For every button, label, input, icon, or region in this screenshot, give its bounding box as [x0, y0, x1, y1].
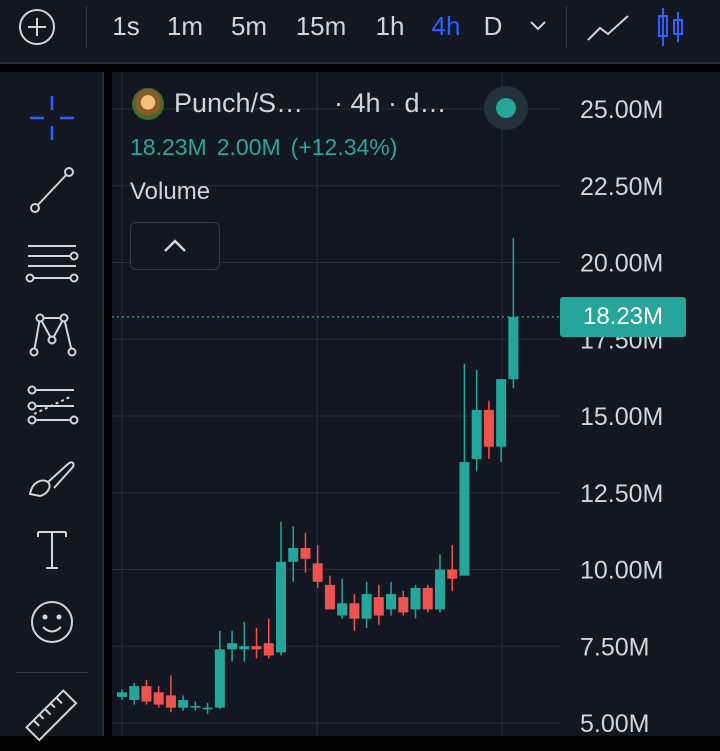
candle-body	[459, 462, 470, 576]
candle-body	[288, 548, 299, 562]
candle-body	[312, 563, 323, 582]
interval-15m[interactable]: 15m	[295, 11, 347, 41]
candle-body	[398, 597, 409, 613]
chart-type-line-button[interactable]	[584, 8, 634, 48]
line-chart-icon	[587, 15, 629, 41]
horizontal-lines-tool[interactable]	[22, 232, 82, 292]
candle-body	[263, 643, 274, 656]
candle-body	[227, 643, 238, 650]
candle-body	[117, 692, 127, 697]
candle-body	[165, 695, 176, 708]
intervals-dropdown[interactable]	[526, 14, 550, 38]
pattern-icon	[29, 313, 77, 357]
candle-body	[300, 548, 311, 559]
chevron-up-icon	[164, 239, 186, 252]
interval-1h[interactable]: 1h	[375, 11, 405, 41]
y-tick-label: 15.00M	[580, 403, 663, 431]
fib-retracement-tool[interactable]	[22, 376, 82, 436]
market-status[interactable]	[484, 86, 528, 130]
plus-circle-icon	[19, 9, 55, 45]
chart-type-candles-button[interactable]	[654, 4, 688, 50]
current-price-label: 18.23M	[560, 296, 686, 337]
candle-body	[337, 603, 348, 616]
candle-body	[447, 569, 458, 579]
interval-4h[interactable]: 4h	[431, 11, 461, 41]
candle-body	[239, 646, 250, 650]
brush-tool[interactable]	[22, 448, 82, 508]
crosshair-tool[interactable]	[22, 88, 82, 148]
y-tick-label: 20.00M	[580, 250, 663, 278]
indicator-label[interactable]: Volume	[130, 178, 211, 205]
emoji-icon	[31, 601, 73, 643]
legend-change: 2.00M	[216, 134, 281, 160]
legend-change-pct: (+12.34%)	[290, 134, 398, 160]
toolbar-divider	[566, 6, 567, 48]
y-tick-label: 7.50M	[580, 633, 649, 661]
interval-1m[interactable]: 1m	[166, 11, 204, 41]
legend-values: 18.23M 2.00M (+12.34%)	[130, 134, 407, 161]
candle-body	[178, 699, 189, 708]
candle-body	[141, 686, 152, 702]
symbol-name[interactable]: Punch/S…	[174, 88, 304, 118]
top-toolbar: 1s 1m 5m 15m 1h 4h D	[0, 0, 720, 64]
candle-body	[373, 597, 384, 616]
volume-chart[interactable]: 25.00M22.50M20.00M17.50M15.00M12.50M10.0…	[112, 72, 720, 736]
interval-5m[interactable]: 5m	[230, 11, 268, 41]
candle-body	[508, 316, 519, 380]
crosshair-icon	[30, 96, 74, 140]
y-tick-label: 5.00M	[580, 710, 649, 736]
pattern-tool[interactable]	[22, 304, 82, 364]
y-tick-label: 10.00M	[580, 557, 663, 585]
trend-line-icon	[30, 167, 74, 213]
y-tick-label: 22.50M	[580, 173, 663, 201]
candle-body	[324, 584, 335, 610]
horizontal-lines-icon	[25, 245, 79, 283]
chevron-down-icon	[530, 21, 546, 31]
ruler-tool[interactable]	[22, 686, 82, 746]
candle-body	[349, 603, 360, 619]
candle-body	[153, 692, 164, 705]
token-avatar	[132, 88, 164, 120]
collapse-legend-button[interactable]	[130, 222, 220, 270]
candle-body	[422, 587, 433, 610]
candle-body	[214, 649, 225, 708]
status-dot-icon	[496, 98, 516, 118]
candle-body	[496, 379, 507, 447]
candle-body	[483, 409, 494, 447]
y-tick-label: 25.00M	[580, 96, 663, 124]
candle-body	[410, 587, 421, 610]
candlestick-icon	[658, 8, 683, 46]
sidebar-divider	[16, 672, 88, 673]
trend-line-tool[interactable]	[22, 160, 82, 220]
drawing-tools-sidebar	[0, 72, 104, 742]
brush-icon	[28, 461, 75, 498]
candle-body	[434, 569, 445, 610]
interval-1s[interactable]: 1s	[112, 11, 140, 41]
candle-body	[190, 706, 201, 708]
legend-last-value: 18.23M	[130, 134, 207, 160]
text-tool[interactable]	[22, 520, 82, 580]
candle-body	[129, 686, 140, 700]
symbol-meta: · 4h · d…	[334, 88, 447, 118]
fib-retracement-icon	[27, 385, 79, 425]
y-tick-label: 12.50M	[580, 480, 663, 508]
candle-body	[275, 561, 286, 653]
candle-body	[202, 707, 213, 710]
toolbar-divider	[86, 6, 87, 48]
text-icon	[37, 531, 67, 569]
candle-body	[251, 646, 262, 650]
add-symbol-button[interactable]	[18, 8, 56, 46]
interval-d[interactable]: D	[483, 11, 503, 41]
chart-pane[interactable]: 25.00M 22.50M 20.00M 17.50M 15.00M 12.50M 10.0…	[112, 72, 720, 736]
candle-body	[386, 594, 397, 610]
emoji-tool[interactable]	[22, 592, 82, 652]
candle-body	[471, 409, 482, 459]
candle-body	[361, 594, 372, 619]
ruler-icon	[25, 689, 78, 742]
